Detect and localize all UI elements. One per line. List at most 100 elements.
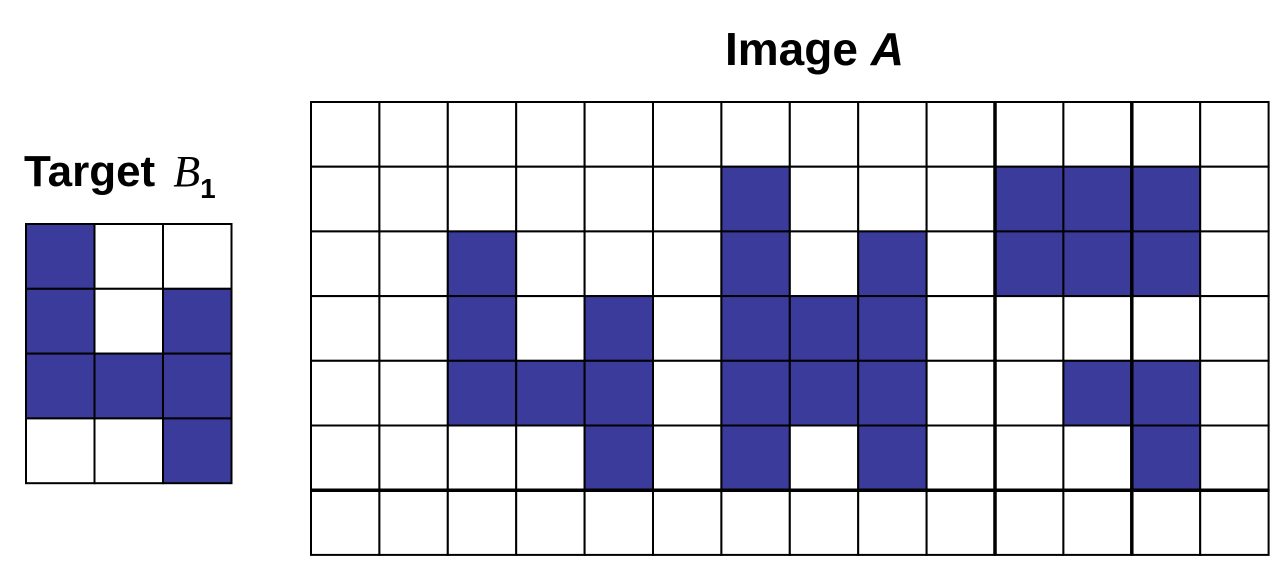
- image-cell-0-8-empty: [857, 101, 928, 168]
- image-cell-2-12-filled: [1130, 230, 1202, 298]
- target-cell-1-2-filled: [162, 287, 233, 355]
- image-cell-5-13-empty: [1199, 424, 1270, 492]
- image-cell-5-12-filled: [1130, 424, 1202, 492]
- target-symbol: B: [173, 147, 201, 196]
- image-cell-5-11-empty: [1062, 424, 1133, 492]
- image-cell-6-0-empty: [310, 489, 381, 556]
- image-cell-2-5-empty: [652, 230, 723, 298]
- image-title: Image A: [725, 26, 904, 72]
- image-cell-3-1-empty: [378, 295, 449, 362]
- image-cell-4-5-empty: [652, 359, 723, 427]
- image-cell-6-7-empty: [788, 489, 860, 556]
- image-cell-4-2-filled: [446, 359, 518, 427]
- image-cell-3-4-filled: [583, 295, 654, 362]
- image-cell-2-13-empty: [1199, 230, 1270, 298]
- image-cell-3-5-empty: [652, 295, 723, 362]
- target-cell-3-0-empty: [25, 417, 96, 485]
- target-cell-0-2-empty: [162, 223, 233, 290]
- image-cell-2-3-empty: [515, 230, 586, 298]
- image-cell-5-4-filled: [583, 424, 654, 492]
- image-cell-6-13-empty: [1199, 489, 1270, 556]
- target-cell-2-1-filled: [93, 352, 164, 420]
- image-cell-2-6-filled: [720, 230, 791, 298]
- image-cell-2-8-filled: [857, 230, 928, 298]
- image-cell-1-1-empty: [378, 165, 449, 233]
- image-cell-3-12-empty: [1130, 295, 1202, 362]
- target-title: Target B1: [24, 147, 216, 203]
- image-cell-5-10-empty: [994, 424, 1065, 492]
- image-cell-5-7-empty: [788, 424, 860, 492]
- image-cell-1-0-empty: [310, 165, 381, 233]
- image-cell-0-5-empty: [652, 101, 723, 168]
- target-cell-3-2-filled: [162, 417, 233, 485]
- image-cell-4-12-filled: [1130, 359, 1202, 427]
- image-cell-2-10-filled: [994, 230, 1065, 298]
- target-cell-1-0-filled: [25, 287, 96, 355]
- image-cell-2-0-empty: [310, 230, 381, 298]
- image-cell-3-2-filled: [446, 295, 518, 362]
- image-title-text: Image: [725, 23, 858, 75]
- image-cell-1-8-empty: [857, 165, 928, 233]
- target-title-text: Target: [24, 147, 156, 196]
- image-cell-5-8-filled: [857, 424, 928, 492]
- image-cell-3-7-filled: [788, 295, 860, 362]
- image-cell-5-1-empty: [378, 424, 449, 492]
- image-cell-0-7-empty: [788, 101, 860, 168]
- image-cell-3-11-empty: [1062, 295, 1133, 362]
- image-cell-3-8-filled: [857, 295, 928, 362]
- image-cell-1-6-filled: [720, 165, 791, 233]
- image-cell-0-11-empty: [1062, 101, 1133, 168]
- image-cell-3-9-empty: [925, 295, 996, 362]
- image-cell-0-1-empty: [378, 101, 449, 168]
- image-cell-0-2-empty: [446, 101, 518, 168]
- image-cell-1-7-empty: [788, 165, 860, 233]
- image-cell-4-0-empty: [310, 359, 381, 427]
- image-cell-5-0-empty: [310, 424, 381, 492]
- image-cell-0-10-empty: [994, 101, 1065, 168]
- image-cell-4-10-empty: [994, 359, 1065, 427]
- image-cell-1-4-empty: [583, 165, 654, 233]
- image-cell-6-4-empty: [583, 489, 654, 556]
- image-cell-6-12-empty: [1130, 489, 1202, 556]
- image-grid: [310, 101, 1270, 556]
- image-cell-0-4-empty: [583, 101, 654, 168]
- image-cell-2-7-empty: [788, 230, 860, 298]
- image-cell-4-6-filled: [720, 359, 791, 427]
- image-cell-3-13-empty: [1199, 295, 1270, 362]
- image-cell-0-3-empty: [515, 101, 586, 168]
- image-cell-5-5-empty: [652, 424, 723, 492]
- image-cell-3-0-empty: [310, 295, 381, 362]
- image-grid-heavy-lines: [311, 102, 1269, 555]
- target-cell-0-0-filled: [25, 223, 96, 290]
- image-cell-5-9-empty: [925, 424, 996, 492]
- image-cell-0-9-empty: [925, 101, 996, 168]
- image-cell-6-11-empty: [1062, 489, 1133, 556]
- image-cell-0-0-empty: [310, 101, 381, 168]
- image-cell-1-5-empty: [652, 165, 723, 233]
- image-cell-1-11-filled: [1062, 165, 1133, 233]
- image-cell-1-12-filled: [1130, 165, 1202, 233]
- image-cell-4-7-filled: [788, 359, 860, 427]
- target-cell-2-0-filled: [25, 352, 96, 420]
- image-cell-0-13-empty: [1199, 101, 1270, 168]
- image-cell-4-8-filled: [857, 359, 928, 427]
- image-cell-5-3-empty: [515, 424, 586, 492]
- image-cell-3-6-filled: [720, 295, 791, 362]
- image-cell-6-6-empty: [720, 489, 791, 556]
- image-cell-5-6-filled: [720, 424, 791, 492]
- image-cell-3-3-empty: [515, 295, 586, 362]
- image-cell-1-2-empty: [446, 165, 518, 233]
- image-cell-1-13-empty: [1199, 165, 1270, 233]
- image-cell-2-1-empty: [378, 230, 449, 298]
- image-cell-0-12-empty: [1130, 101, 1202, 168]
- image-cell-6-1-empty: [378, 489, 449, 556]
- image-cell-5-2-empty: [446, 424, 518, 492]
- image-cell-6-10-empty: [994, 489, 1065, 556]
- target-cell-3-1-empty: [93, 417, 164, 485]
- target-grid: [25, 223, 233, 485]
- target-cell-1-1-empty: [93, 287, 164, 355]
- image-cell-4-3-filled: [515, 359, 586, 427]
- image-cell-2-4-empty: [583, 230, 654, 298]
- image-cell-4-11-filled: [1062, 359, 1133, 427]
